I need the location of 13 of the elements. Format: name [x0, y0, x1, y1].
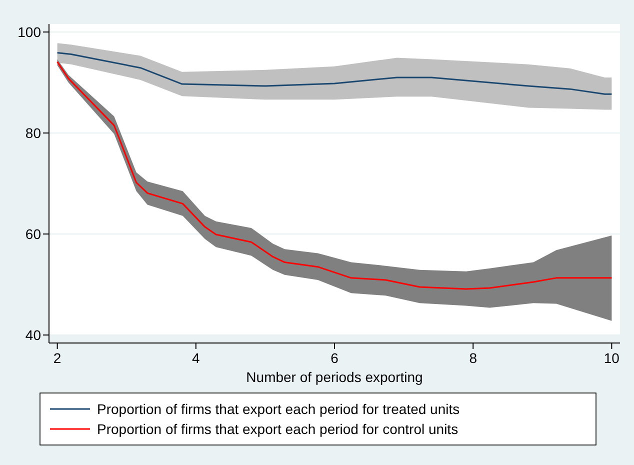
line-series	[56, 52, 612, 95]
x-tick-label: 10	[604, 350, 620, 366]
y-tick-label: 80	[25, 124, 42, 141]
legend-label: Proportion of firms that export each period for control units	[97, 420, 458, 437]
x-tick-label: 4	[192, 350, 200, 366]
y-tick-label: 100	[18, 24, 42, 40]
x-tick-label: 8	[469, 350, 478, 366]
y-tick-label: 60	[25, 226, 42, 242]
x-tick-label: 2	[53, 350, 62, 366]
x-tick-label: 6	[330, 350, 339, 366]
y-tick-label: 40	[25, 326, 42, 343]
legend-label: Proportion of firms that export each period for treated units	[97, 400, 460, 417]
x-axis-title: Number of periods exporting	[246, 369, 423, 385]
